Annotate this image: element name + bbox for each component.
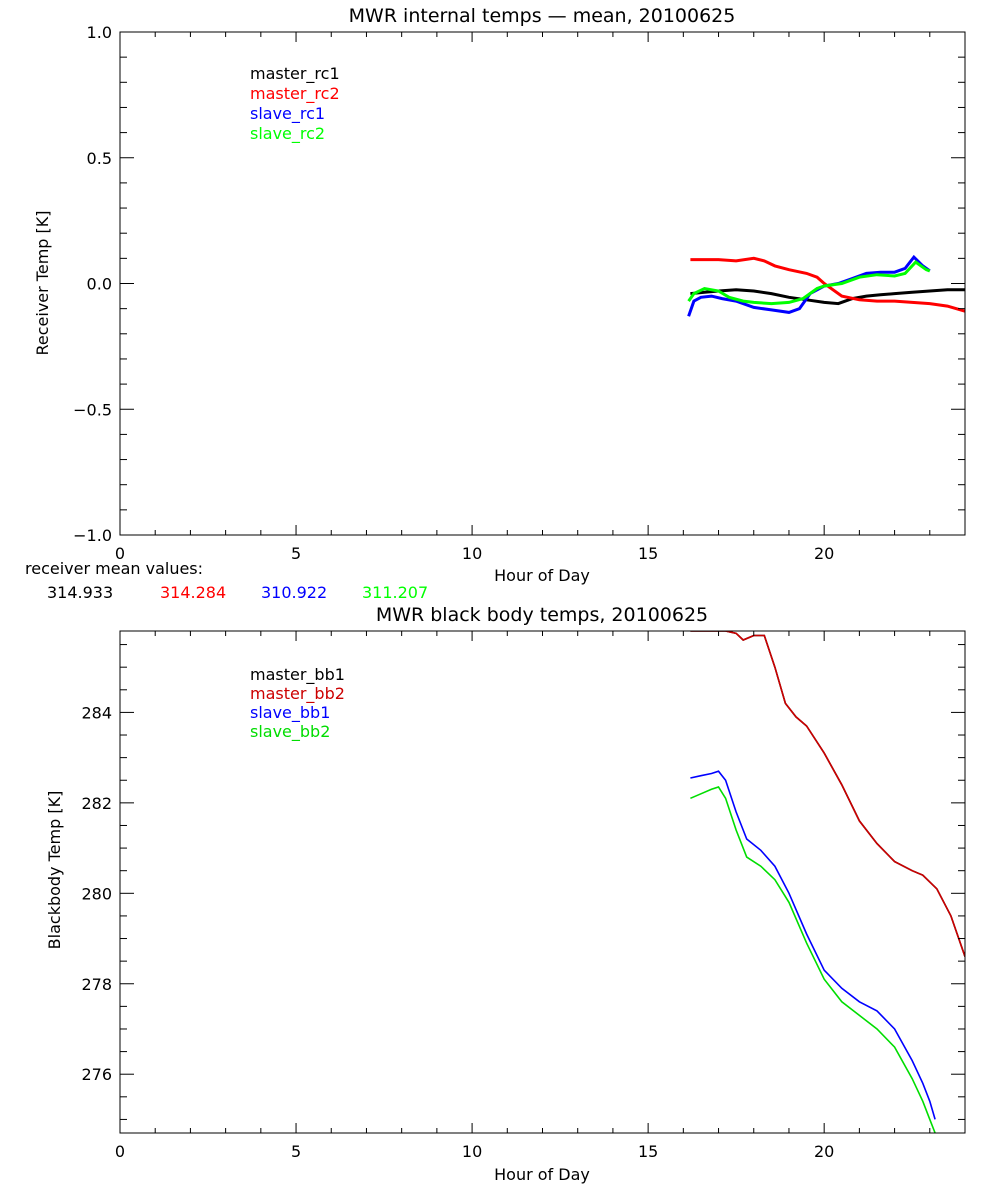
series-line-slave_rc2 (687, 260, 931, 306)
x-tick-label: 0 (115, 544, 125, 563)
x-tick-label: 10 (462, 544, 482, 563)
legend-entry: slave_bb1 (250, 703, 330, 723)
y-axis-label: Receiver Temp [K] (33, 210, 52, 355)
receiver-mean-value: 311.207 (362, 583, 428, 602)
chart-blackbody-temps: MWR black body temps, 20100625 0 5 10 15 20 2… (45, 604, 966, 1184)
legend-entry: master_rc1 (250, 64, 340, 84)
x-tick-label: 15 (638, 544, 658, 563)
x-tick-label: 5 (291, 1142, 301, 1161)
y-tick-label: −1.0 (73, 526, 112, 545)
plot-area: 0 5 10 15 20 276 278 280 282 284 master_bb1master_… (81, 630, 966, 1161)
series-line-master_bb2 (690, 631, 965, 957)
y-tick-label: 278 (81, 975, 112, 994)
y-tick-label: 1.0 (87, 23, 112, 42)
series-line-slave_bb1 (690, 770, 936, 1120)
plot-area: 0 5 10 15 20 −1.0 −0.5 0.0 0.5 1.0 master_rc1maste… (73, 23, 966, 563)
series-line-master_rc2 (690, 256, 965, 313)
x-tick-label: 0 (115, 1142, 125, 1161)
y-tick-label: 282 (81, 794, 112, 813)
x-tick-label: 10 (462, 1142, 482, 1161)
receiver-mean-value: 310.922 (261, 583, 327, 602)
series-line-slave_bb2 (690, 786, 936, 1133)
y-tick-label: 0.5 (87, 149, 112, 168)
y-tick-label: −0.5 (73, 400, 112, 419)
legend-entry: slave_bb2 (250, 722, 330, 742)
x-tick-label: 5 (291, 544, 301, 563)
x-tick-label: 20 (814, 1142, 834, 1161)
legend-entry: master_rc2 (250, 84, 340, 104)
legend-entry: slave_rc1 (250, 104, 325, 124)
x-tick-label: 20 (814, 544, 834, 563)
y-tick-label: 280 (81, 884, 112, 903)
chart-title: MWR internal temps — mean, 20100625 (349, 5, 736, 27)
chart-title: MWR black body temps, 20100625 (376, 604, 708, 626)
legend-entry: slave_rc2 (250, 124, 325, 144)
receiver-mean-block: receiver mean values: 314.933 314.284 31… (25, 559, 428, 602)
legend-entry: master_bb2 (250, 684, 345, 704)
y-axis-label: Blackbody Temp [K] (45, 791, 64, 950)
receiver-mean-label: receiver mean values: (25, 559, 203, 578)
y-tick-label: 284 (81, 703, 112, 722)
series-line-slave_rc1 (687, 254, 931, 317)
x-axis-label: Hour of Day (494, 1165, 590, 1184)
legend-entry: master_bb1 (250, 665, 345, 685)
chart-receiver-temps: MWR internal temps — mean, 20100625 0 5 10… (33, 5, 966, 585)
series-line-master_bb1 (690, 631, 965, 957)
series-line-master_rc1 (690, 288, 965, 306)
receiver-mean-value: 314.284 (160, 583, 226, 602)
y-tick-label: 276 (81, 1065, 112, 1084)
y-tick-label: 0.0 (87, 275, 112, 294)
x-axis-label: Hour of Day (494, 566, 590, 585)
x-tick-label: 15 (638, 1142, 658, 1161)
receiver-mean-value: 314.933 (47, 583, 113, 602)
axes-frame (119, 630, 966, 1134)
